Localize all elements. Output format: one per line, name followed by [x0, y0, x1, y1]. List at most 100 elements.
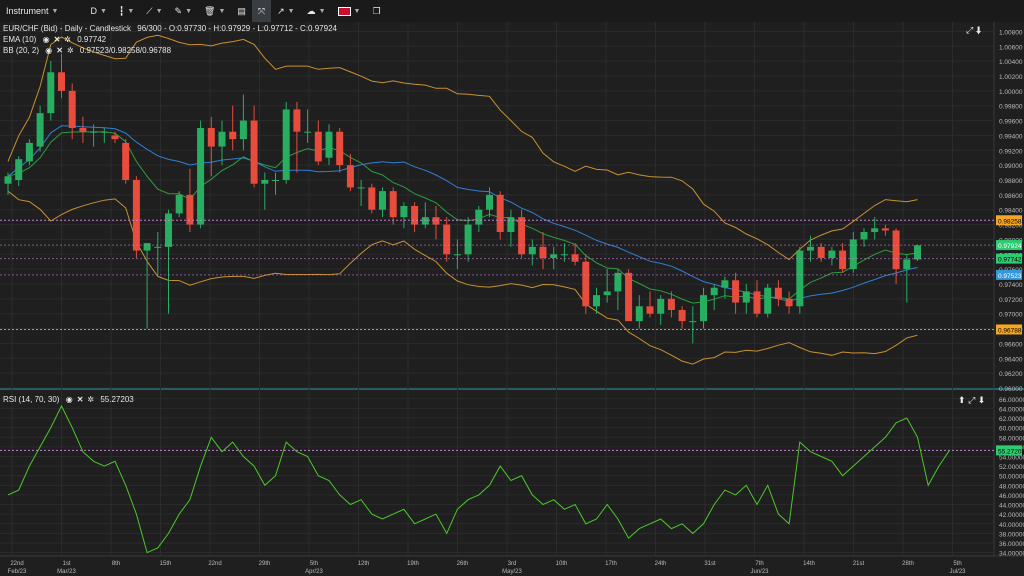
rsi-tick-label: 66.00000 — [999, 397, 1024, 404]
candle-bull — [25, 142, 33, 162]
candle-bear — [892, 230, 900, 270]
gear-icon[interactable]: ✲ — [87, 395, 95, 404]
price-marker-badge — [996, 324, 1022, 335]
candle-bull — [239, 120, 247, 140]
time-tick-label: 29th — [259, 561, 271, 567]
rsi-tick-label: 52.00000 — [999, 464, 1024, 471]
price-tick-label: 1.00200 — [999, 74, 1023, 81]
candle-bull — [742, 291, 750, 303]
price-tick-label: 0.98400 — [999, 208, 1023, 215]
candle-bear — [186, 194, 194, 225]
eye-icon[interactable]: ◉ — [65, 395, 73, 404]
candle-bull — [304, 131, 312, 133]
candle-bear — [571, 254, 579, 262]
candle-bear — [539, 246, 547, 258]
language-button[interactable]: ▼ — [332, 0, 367, 22]
price-tick-label: 0.99400 — [999, 133, 1023, 140]
time-tick-label: 22nd — [10, 561, 23, 567]
close-icon[interactable]: ✕ — [56, 46, 63, 55]
candle-bear — [293, 109, 301, 132]
caret-down-icon: ▼ — [99, 7, 107, 15]
candle-bull — [903, 259, 911, 270]
rsi-label: RSI (14, 70, 30) — [3, 395, 60, 404]
candle-bear — [132, 180, 140, 251]
eye-icon[interactable]: ◉ — [42, 35, 50, 44]
candle-bear — [411, 206, 419, 225]
close-icon[interactable]: ✕ — [53, 35, 61, 44]
rsi-legend: RSI (14, 70, 30) ◉ ✕ ✲ 55.27203 — [3, 395, 138, 404]
caret-down-icon: ▼ — [155, 7, 163, 15]
rsi-tick-label: 40.00000 — [999, 522, 1024, 529]
fullscreen-button[interactable]: ⤧ — [251, 0, 272, 22]
candle-bull — [486, 194, 493, 210]
popout-button[interactable]: ❐ — [366, 0, 386, 22]
toolbar: Instrument ▼ D ▼ ┇ ▼ ⟋ ▼ ✎ ▼ 🗑 ▼ ▤ ⤧ ↗ ▼ ☁ ▼ ▼… — [0, 0, 1024, 23]
price-marker-badge — [996, 269, 1022, 280]
maximize-icon[interactable]: ⤢ — [968, 395, 976, 405]
maximize-icon[interactable]: ⤢ — [966, 25, 974, 35]
chart-area: 1.00800 1.00600 1.00400 1.00200 1.00000 0.998… — [0, 22, 1024, 576]
eye-icon[interactable]: ◉ — [45, 46, 53, 55]
uk-flag-icon — [337, 6, 351, 16]
rsi-tick-label: 60.00000 — [999, 426, 1024, 433]
time-tick-label: 15th — [160, 561, 172, 567]
candle-bear — [732, 280, 740, 303]
candle-bear — [314, 131, 322, 162]
close-icon[interactable]: ✕ — [76, 395, 84, 404]
candle-bull — [700, 295, 707, 322]
instrument-label: Instrument — [6, 6, 49, 16]
share-button[interactable]: ↗ ▼ — [271, 0, 300, 22]
candle-bull — [828, 250, 836, 258]
arrow-down-icon[interactable]: ⬇ — [975, 25, 982, 35]
price-tick-label: 0.98600 — [999, 193, 1023, 200]
rsi-tick-label: 48.00000 — [999, 483, 1024, 490]
main-pane-controls: ⤢ ⬇ — [966, 25, 981, 36]
candle-bull — [357, 187, 365, 189]
line-tool-icon: ⟋ — [146, 5, 153, 16]
candle-bull — [272, 180, 279, 181]
candle-bear — [368, 187, 376, 210]
candle-bull — [593, 295, 600, 307]
theme-button[interactable]: ☁ ▼ — [301, 0, 332, 22]
candle-bull — [4, 176, 12, 184]
gear-icon[interactable]: ✲ — [64, 35, 71, 44]
candle-bear — [389, 191, 397, 218]
time-tick-label: 10th — [556, 561, 568, 567]
candle-bull — [871, 228, 879, 232]
pencil-button[interactable]: ✎ ▼ — [169, 0, 198, 22]
gear-icon[interactable]: ✲ — [66, 46, 74, 55]
arrow-down-icon[interactable]: ⬇ — [977, 395, 986, 405]
caret-down-icon: ▼ — [185, 7, 192, 15]
price-tick-label: 0.97000 — [999, 312, 1023, 319]
candle-bear — [443, 224, 451, 255]
caret-down-icon: ▼ — [51, 7, 59, 15]
candle-bear — [229, 131, 237, 140]
chart-canvas[interactable]: 1.00800 1.00600 1.00400 1.00200 1.00000 0.998… — [0, 22, 1024, 576]
candle-bear — [432, 217, 440, 225]
candle-bull — [453, 254, 461, 256]
candle-bull — [721, 280, 729, 288]
rsi-tick-label: 54.00000 — [999, 454, 1024, 461]
chart-type-button[interactable]: ┇ ▼ — [113, 0, 140, 22]
drawing-tools-button[interactable]: ⟋ ▼ — [140, 0, 168, 22]
candle-bull — [464, 224, 472, 255]
delete-button[interactable]: 🗑 ▼ — [198, 0, 231, 22]
price-marker-badge — [996, 215, 1022, 226]
instrument-dropdown[interactable]: Instrument ▼ — [0, 0, 64, 22]
layout-button[interactable]: ▤ — [231, 0, 252, 22]
timeframe-dropdown[interactable]: D ▼ — [84, 0, 112, 22]
candle-bear — [250, 120, 258, 184]
timeframe-label: D — [90, 6, 97, 16]
ema-value: 0.97742 — [77, 35, 107, 44]
candle-bear — [678, 310, 686, 322]
theme-icon: ☁ — [306, 5, 316, 16]
rsi-tick-label: 64.00000 — [999, 406, 1024, 413]
caret-down-icon: ▼ — [353, 7, 361, 15]
bb-upper-line — [7, 34, 918, 261]
candle-bull — [218, 131, 226, 147]
bb-label: BB (20, 2) — [3, 46, 40, 55]
candle-bull — [47, 72, 55, 114]
arrow-up-icon[interactable]: ⬆ — [958, 395, 966, 405]
time-tick-label: 1st — [62, 561, 70, 567]
price-marker-label: 0.97742 — [998, 257, 1022, 264]
